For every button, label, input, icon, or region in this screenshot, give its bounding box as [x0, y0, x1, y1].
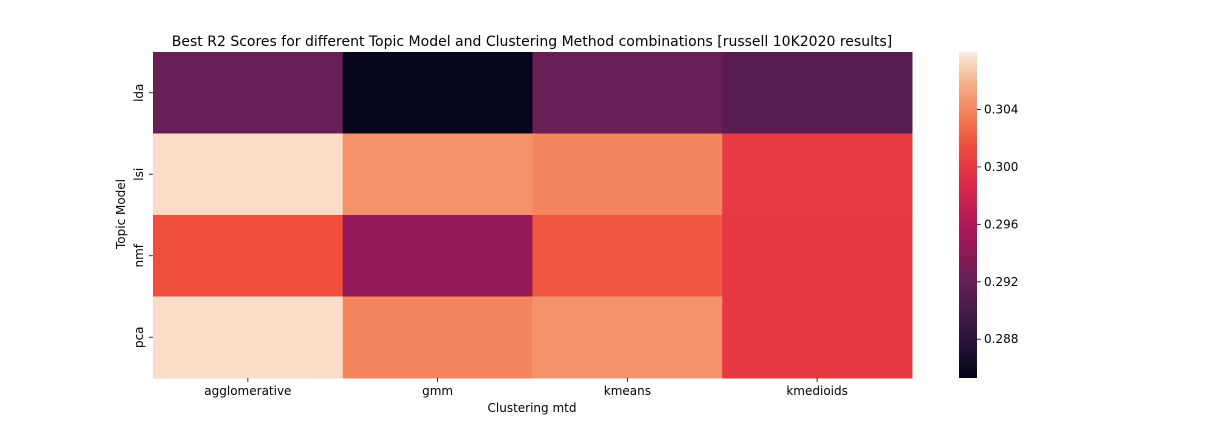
colorbar-tick-label: 0.292: [984, 275, 1018, 289]
colorbar-tick-label: 0.304: [984, 102, 1018, 116]
heatmap-cell-nmf-agglomerative: [153, 215, 344, 297]
colorbar-gradient: [959, 52, 977, 378]
chart-title: Best R2 Scores for different Topic Model…: [172, 34, 892, 50]
heatmap-cell-lda-kmeans: [532, 52, 723, 134]
x-tick-label-agglomerative: agglomerative: [204, 384, 291, 398]
heatmap-cell-lda-gmm: [342, 52, 533, 134]
x-tick-label-gmm: gmm: [422, 384, 453, 398]
heatmap-cell-pca-kmeans: [532, 296, 723, 379]
x-tick-label-kmeans: kmeans: [604, 384, 651, 398]
colorbar: 0.288 0.292 0.296 0.300 0.304: [959, 52, 1018, 378]
heatmap-cell-pca-gmm: [342, 296, 533, 379]
heatmap-cells: [153, 52, 913, 379]
heatmap-cell-lsi-kmeans: [532, 133, 723, 216]
heatmap-cell-nmf-gmm: [342, 215, 533, 297]
heatmap-cell-nmf-kmedioids: [722, 215, 913, 297]
heatmap-cell-lsi-kmedioids: [722, 133, 913, 216]
y-axis-label: Topic Model: [114, 179, 128, 250]
heatmap-cell-pca-kmedioids: [722, 296, 913, 379]
x-axis-label: Clustering mtd: [488, 401, 577, 415]
y-tick-label-nmf: nmf: [132, 243, 146, 267]
x-tick-label-kmedioids: kmedioids: [786, 384, 848, 398]
heatmap-cell-lsi-gmm: [342, 133, 533, 216]
x-axis-ticks: agglomerative gmm kmeans kmedioids: [204, 378, 848, 398]
y-tick-label-lda: lda: [132, 84, 146, 102]
colorbar-tick-label: 0.296: [984, 217, 1018, 231]
colorbar-tick-label: 0.300: [984, 160, 1018, 174]
heatmap-cell-lsi-agglomerative: [153, 133, 344, 216]
y-tick-label-pca: pca: [132, 326, 146, 348]
y-axis-ticks: lda lsi nmf pca: [132, 84, 153, 348]
heatmap-cell-nmf-kmeans: [532, 215, 723, 297]
colorbar-tick-label: 0.288: [984, 332, 1018, 346]
heatmap-cell-lda-agglomerative: [153, 52, 344, 134]
y-tick-label-lsi: lsi: [132, 168, 146, 181]
heatmap-cell-lda-kmedioids: [722, 52, 913, 134]
heatmap-cell-pca-agglomerative: [153, 296, 344, 379]
